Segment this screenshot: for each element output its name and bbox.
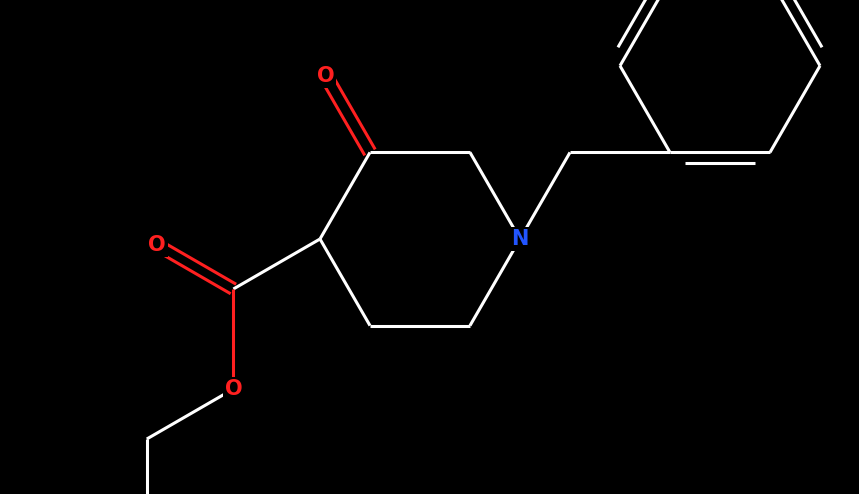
Text: N: N	[511, 229, 528, 249]
Text: O: O	[317, 66, 335, 86]
Text: O: O	[149, 235, 166, 255]
Text: O: O	[224, 379, 242, 399]
